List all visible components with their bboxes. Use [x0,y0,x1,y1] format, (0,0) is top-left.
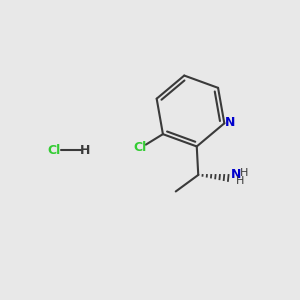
Text: N: N [224,116,235,129]
Text: H: H [240,169,248,178]
Text: Cl: Cl [47,143,61,157]
Text: H: H [236,176,244,186]
Text: Cl: Cl [134,141,147,154]
Text: N: N [231,168,241,181]
Text: H: H [80,143,91,157]
